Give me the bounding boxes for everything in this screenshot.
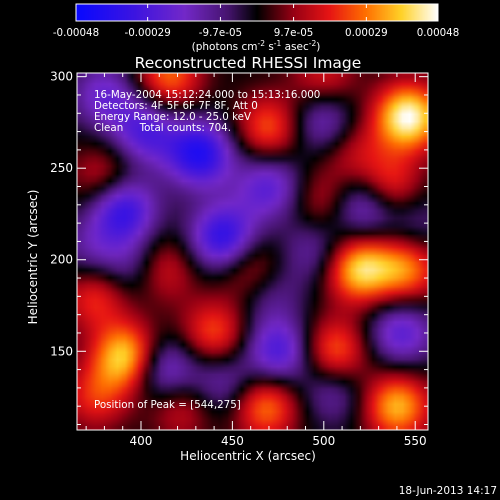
colorbar: -0.00048 -0.00029 -9.7e-05 9.7e-05 0.00029 0.… [53,3,459,53]
y-tick-label: 300 [50,70,73,84]
x-tick-label: 400 [130,434,153,448]
x-axis-label: Heliocentric X (arcsec) [180,449,316,463]
colorbar-tick-label: -9.7e-05 [199,27,242,39]
x-tick-label: 550 [404,434,427,448]
colorbar-unit-label: (photons cm-2 s-1 asec-2) [192,39,321,53]
x-tick-label: 450 [221,434,244,448]
heatmap-image [77,73,428,430]
info-detectors: Detectors: 4F 5F 6F 7F 8F, Att 0 [94,100,258,112]
y-tick-label: 250 [50,161,73,175]
chart-title: Reconstructed RHESSI Image [135,54,362,72]
y-axis-label: Heliocentric Y (arcsec) [26,190,40,325]
plot-frame [76,72,429,431]
colorbar-gradient [76,4,438,21]
colorbar-tick-label: -0.00048 [53,27,99,39]
observation-info: 16-May-2004 15:12:24.000 to 15:13:16.000… [94,89,320,134]
info-total-counts: Clean Total counts: 704. [94,122,231,134]
colorbar-tick-label: 0.00029 [345,27,388,39]
colorbar-tick-label: 9.7e-05 [274,27,314,39]
footer-date: 18-Jun-2013 14:17 [399,485,497,497]
axes: 400 450 500 550 150 200 250 300 [50,70,429,448]
colorbar-ticks: -0.00048 -0.00029 -9.7e-05 9.7e-05 0.00029 0.… [53,4,459,39]
colorbar-tick-label: -0.00029 [124,27,170,39]
colorbar-frame [75,3,439,22]
info-time-range: 16-May-2004 15:12:24.000 to 15:13:16.000 [94,89,320,101]
info-energy-range: Energy Range: 12.0 - 25.0 keV [94,111,251,123]
colorbar-tick-label: 0.00048 [417,27,460,39]
y-tick-label: 200 [50,253,73,267]
y-tick-label: 150 [50,344,73,358]
x-tick-label: 500 [312,434,335,448]
peak-position-label: Position of Peak = [544,275] [94,399,241,411]
